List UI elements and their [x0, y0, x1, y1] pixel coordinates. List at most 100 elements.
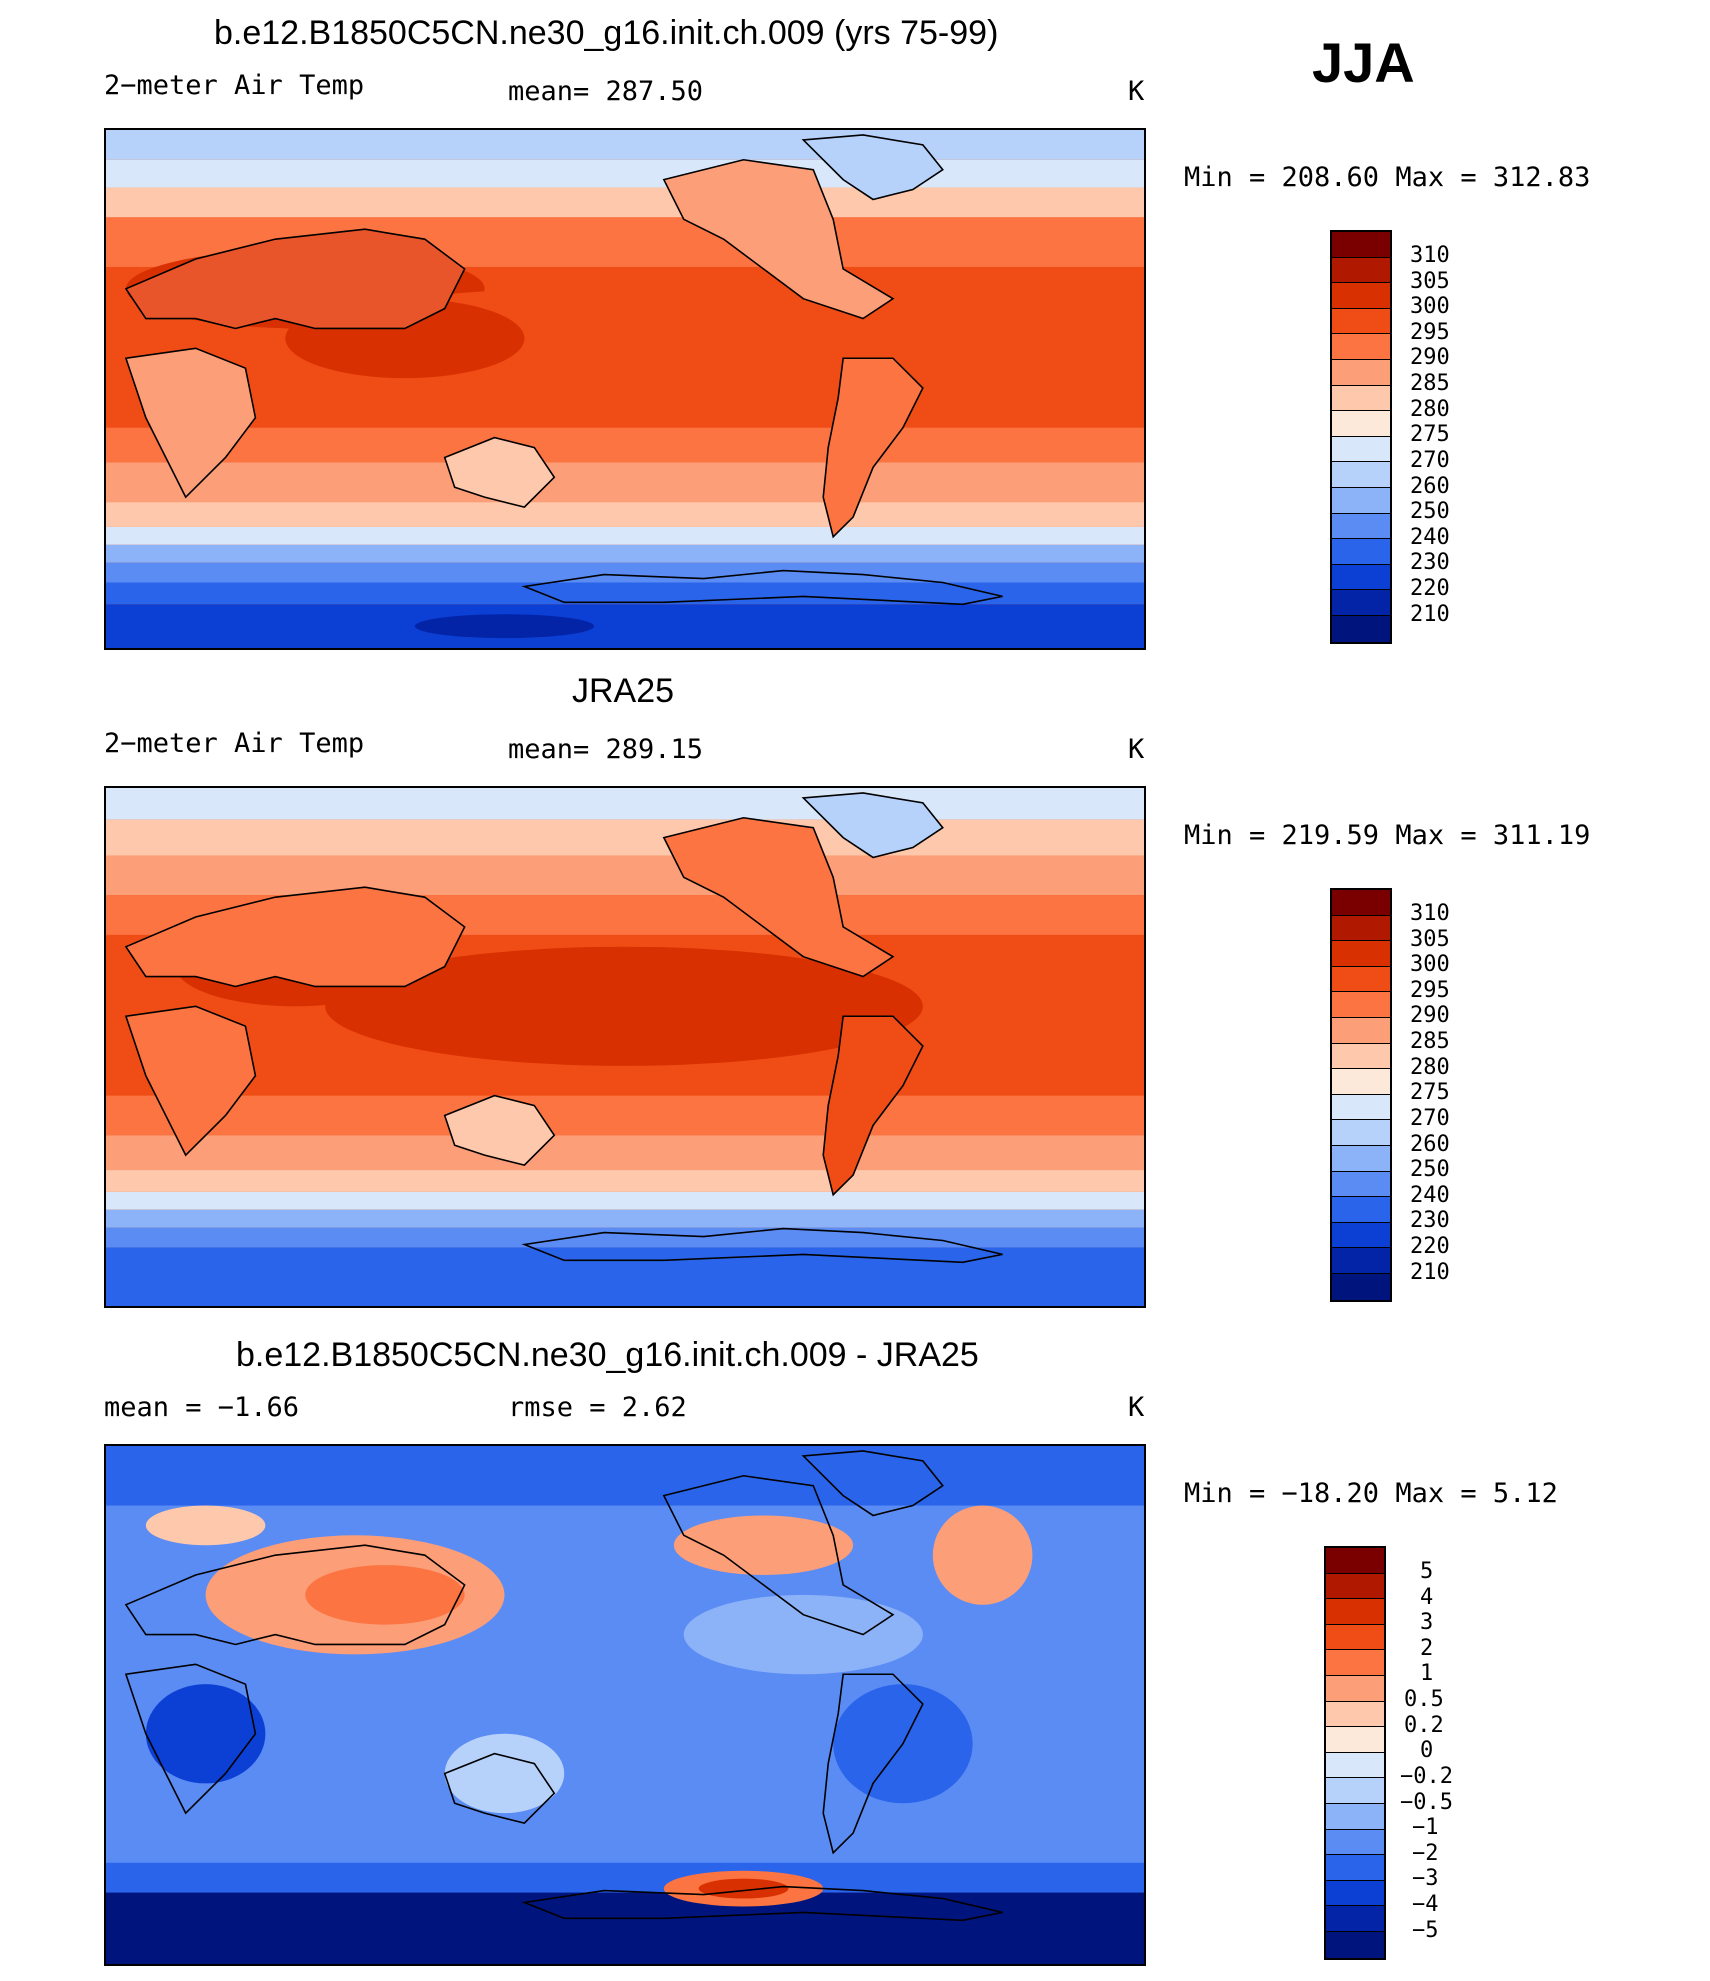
colorbar-swatch: [1332, 1222, 1390, 1249]
panel-obs-colorbar: [1330, 888, 1392, 1302]
colorbar-label: 300: [1410, 294, 1450, 319]
colorbar-swatch: [1332, 359, 1390, 386]
panel-model-variable-label: 2−meter Air Temp: [104, 70, 365, 101]
colorbar-label: −0.5: [1400, 1790, 1453, 1815]
colorbar-label: 310: [1410, 901, 1450, 926]
colorbar-swatch: [1332, 539, 1390, 565]
colorbar-swatch: [1332, 385, 1390, 412]
colorbar-label: 260: [1410, 1132, 1450, 1157]
colorbar-swatch: [1332, 1017, 1390, 1044]
colorbar-swatch: [1332, 966, 1390, 993]
colorbar-label: 240: [1410, 525, 1450, 550]
colorbar-label: 240: [1410, 1183, 1450, 1208]
colorbar-label: −3: [1412, 1866, 1439, 1891]
model-temperature-field: [106, 130, 1144, 648]
colorbar-label: −2: [1412, 1841, 1439, 1866]
colorbar-swatch: [1332, 308, 1390, 335]
colorbar-swatch: [1332, 941, 1390, 967]
colorbar-label: 280: [1410, 397, 1450, 422]
colorbar-label: 0.5: [1404, 1687, 1444, 1712]
colorbar-label: 4: [1420, 1585, 1434, 1610]
colorbar-label: 305: [1410, 927, 1450, 952]
colorbar-swatch: [1326, 1599, 1384, 1625]
colorbar-swatch: [1332, 334, 1390, 360]
colorbar-swatch: [1326, 1727, 1384, 1753]
colorbar-swatch: [1326, 1803, 1384, 1830]
colorbar-swatch: [1332, 1094, 1390, 1121]
panel-diff-minmax: Min = −18.20 Max = 5.12: [1184, 1478, 1558, 1509]
colorbar-swatch: [1332, 915, 1390, 942]
colorbar-swatch: [1326, 1624, 1384, 1651]
season-label: JJA: [1312, 31, 1415, 94]
colorbar-swatch: [1326, 1675, 1384, 1702]
colorbar-label: 5: [1420, 1559, 1434, 1584]
colorbar-label: 220: [1410, 576, 1450, 601]
panel-diff-rmse-label: rmse = 2.62: [508, 1392, 687, 1423]
panel-obs-units-label: K: [1128, 734, 1145, 765]
panel-obs-map: [104, 786, 1146, 1308]
panel-obs-title: JRA25: [572, 672, 675, 710]
panel-diff-colorbar: [1324, 1546, 1386, 1960]
panel-model-mean-label: mean= 287.50: [508, 76, 704, 107]
colorbar-swatch: [1332, 411, 1390, 437]
colorbar-label: −4: [1412, 1892, 1439, 1917]
colorbar-swatch: [1332, 615, 1390, 642]
colorbar-label: 230: [1410, 550, 1450, 575]
colorbar-swatch: [1332, 1197, 1390, 1223]
panel-obs-variable-label: 2−meter Air Temp: [104, 728, 365, 759]
colorbar-label: 285: [1410, 1029, 1450, 1054]
colorbar-label: 1: [1420, 1661, 1434, 1686]
colorbar-swatch: [1332, 232, 1390, 258]
colorbar-swatch: [1332, 1043, 1390, 1070]
panel-diff-title: b.e12.B1850C5CN.ne30_g16.init.ch.009 - J…: [236, 1336, 979, 1374]
colorbar-swatch: [1332, 1171, 1390, 1198]
difference-field: [106, 1446, 1144, 1964]
panel-model-map: [104, 128, 1146, 650]
panel-diff-mean-label: mean = −1.66: [104, 1392, 300, 1423]
colorbar-label: −1: [1412, 1815, 1439, 1840]
colorbar-label: 275: [1410, 1080, 1450, 1105]
colorbar-label: 210: [1410, 602, 1450, 627]
panel-obs-minmax: Min = 219.59 Max = 311.19: [1184, 820, 1591, 851]
panel-model-minmax: Min = 208.60 Max = 312.83: [1184, 162, 1591, 193]
colorbar-label: 0: [1420, 1738, 1434, 1763]
colorbar-label: 310: [1410, 243, 1450, 268]
colorbar-label: 250: [1410, 499, 1450, 524]
colorbar-swatch: [1326, 1829, 1384, 1856]
colorbar-label: 300: [1410, 952, 1450, 977]
panel-diff-map: [104, 1444, 1146, 1966]
colorbar-label: 290: [1410, 345, 1450, 370]
colorbar-label: 305: [1410, 269, 1450, 294]
colorbar-label: 230: [1410, 1208, 1450, 1233]
colorbar-label: 260: [1410, 474, 1450, 499]
colorbar-label: 280: [1410, 1055, 1450, 1080]
colorbar-swatch: [1326, 1880, 1384, 1907]
colorbar-label: 270: [1410, 1106, 1450, 1131]
colorbar-label: −5: [1412, 1918, 1439, 1943]
colorbar-label: 295: [1410, 978, 1450, 1003]
colorbar-swatch: [1332, 1248, 1390, 1274]
colorbar-label: 270: [1410, 448, 1450, 473]
colorbar-swatch: [1332, 564, 1390, 591]
colorbar-label: 285: [1410, 371, 1450, 396]
colorbar-label: 295: [1410, 320, 1450, 345]
colorbar-swatch: [1332, 1069, 1390, 1095]
colorbar-swatch: [1332, 1120, 1390, 1146]
obs-temperature-field: [106, 788, 1144, 1306]
colorbar-label: 290: [1410, 1003, 1450, 1028]
panel-obs-mean-label: mean= 289.15: [508, 734, 704, 765]
colorbar-swatch: [1332, 890, 1390, 916]
colorbar-swatch: [1332, 1273, 1390, 1300]
panel-model-title: b.e12.B1850C5CN.ne30_g16.init.ch.009 (yr…: [214, 14, 999, 52]
colorbar-swatch: [1326, 1778, 1384, 1804]
panel-diff-units-label: K: [1128, 1392, 1145, 1423]
colorbar-swatch: [1326, 1548, 1384, 1574]
colorbar-swatch: [1326, 1573, 1384, 1600]
colorbar-label: 0.2: [1404, 1713, 1444, 1738]
colorbar-swatch: [1332, 590, 1390, 616]
panel-model-colorbar: [1330, 230, 1392, 644]
colorbar-label: −0.2: [1400, 1764, 1453, 1789]
colorbar-swatch: [1332, 436, 1390, 463]
colorbar-swatch: [1332, 513, 1390, 540]
colorbar-swatch: [1326, 1701, 1384, 1728]
